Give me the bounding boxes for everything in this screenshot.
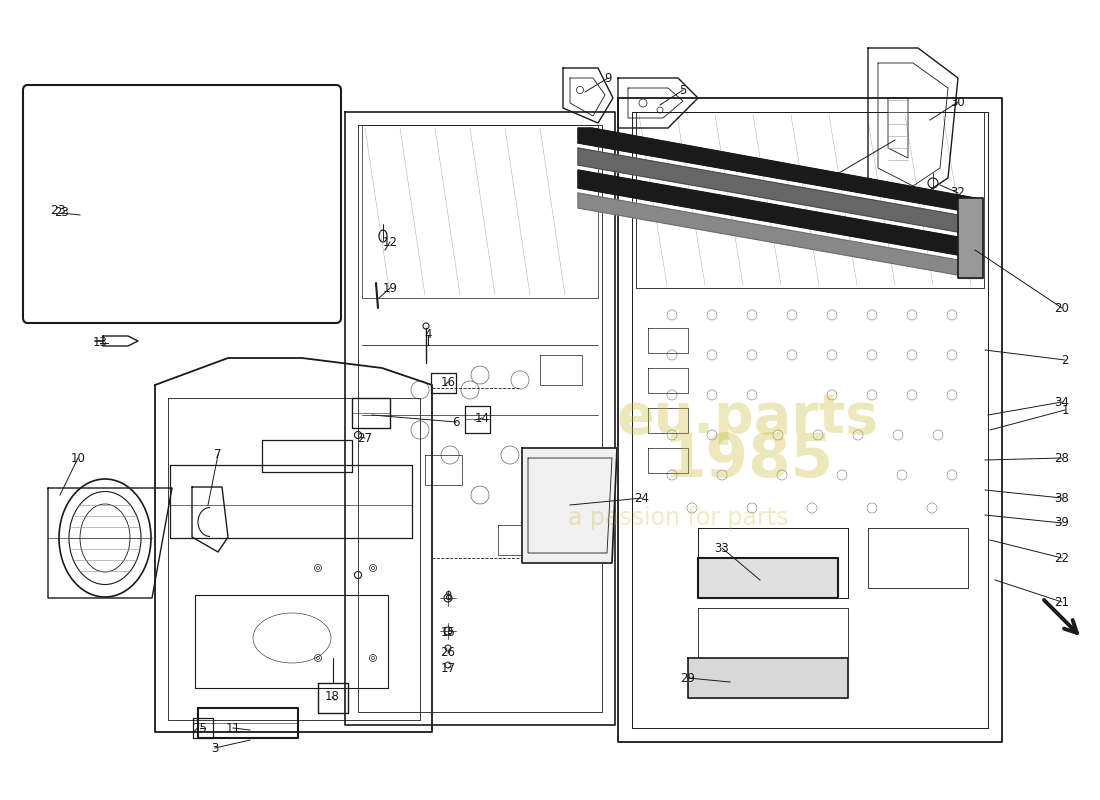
Text: 38: 38 <box>1055 491 1069 505</box>
Text: 27: 27 <box>358 431 373 445</box>
Text: 33: 33 <box>715 542 729 554</box>
Text: 23: 23 <box>55 206 69 219</box>
Text: 10: 10 <box>70 451 86 465</box>
Text: 22: 22 <box>1055 551 1069 565</box>
Text: 29: 29 <box>681 671 695 685</box>
Polygon shape <box>958 198 983 278</box>
Text: 21: 21 <box>1055 595 1069 609</box>
Text: 2: 2 <box>1062 354 1069 366</box>
Text: 1985: 1985 <box>663 430 833 490</box>
Text: 30: 30 <box>950 95 966 109</box>
Polygon shape <box>578 128 975 213</box>
Text: 26: 26 <box>440 646 455 659</box>
Text: 19: 19 <box>383 282 397 294</box>
Text: 13: 13 <box>92 337 108 350</box>
Text: 8: 8 <box>444 590 452 603</box>
Text: 28: 28 <box>1055 451 1069 465</box>
Text: 24: 24 <box>635 491 649 505</box>
Text: 20: 20 <box>1055 302 1069 314</box>
Text: 6: 6 <box>452 415 460 429</box>
Text: 12: 12 <box>383 235 397 249</box>
Text: 39: 39 <box>1055 517 1069 530</box>
Text: 5: 5 <box>680 83 686 97</box>
Text: 3: 3 <box>211 742 219 754</box>
Polygon shape <box>522 448 617 563</box>
Text: eu.parts: eu.parts <box>617 391 879 445</box>
Polygon shape <box>688 658 848 698</box>
Polygon shape <box>578 148 975 235</box>
Polygon shape <box>578 170 975 258</box>
Text: 11: 11 <box>226 722 241 734</box>
Text: 31: 31 <box>815 177 829 190</box>
Text: 9: 9 <box>604 71 612 85</box>
Text: 4: 4 <box>425 329 431 342</box>
Text: 34: 34 <box>1055 395 1069 409</box>
Text: 17: 17 <box>440 662 455 674</box>
Text: 1: 1 <box>1062 403 1069 417</box>
Text: 25: 25 <box>192 722 208 734</box>
Text: 32: 32 <box>950 186 966 199</box>
Text: 7: 7 <box>214 449 222 462</box>
Text: 16: 16 <box>440 375 455 389</box>
Polygon shape <box>698 558 838 598</box>
FancyBboxPatch shape <box>23 85 341 323</box>
Text: 15: 15 <box>441 626 455 639</box>
Text: 14: 14 <box>474 411 490 425</box>
Text: a passion for parts: a passion for parts <box>568 506 789 530</box>
Text: 18: 18 <box>324 690 340 703</box>
Text: 23: 23 <box>51 203 66 217</box>
Polygon shape <box>578 193 975 278</box>
